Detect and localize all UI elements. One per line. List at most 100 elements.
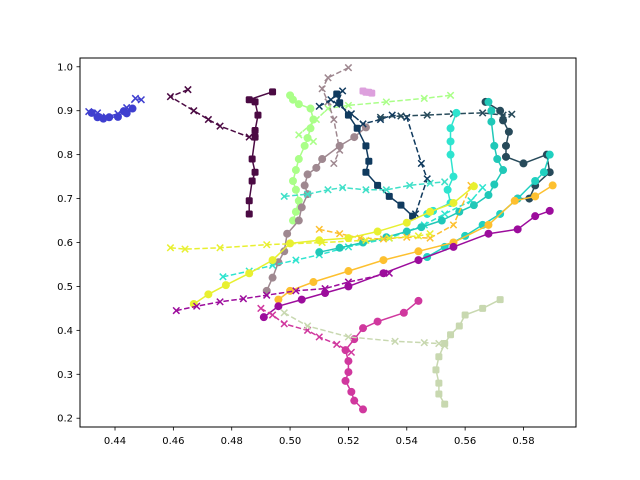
x-tick-label-4: 0.52 — [337, 436, 359, 447]
series-10-point-5 — [359, 120, 367, 128]
series-11-point-8 — [545, 168, 554, 177]
series-26-point-1 — [479, 304, 487, 312]
series-24 — [341, 296, 423, 414]
series-13-point-8 — [452, 108, 461, 117]
series-6-point-4 — [312, 163, 321, 172]
series-23-point-1 — [192, 302, 201, 310]
series-4-point-7 — [300, 141, 309, 150]
series-4-point-8 — [294, 155, 303, 164]
series-26-point-6 — [435, 353, 443, 361]
series-18-point-7 — [484, 220, 493, 229]
series-9-point-9 — [397, 201, 405, 209]
series-25-point-1 — [268, 311, 277, 319]
series-8 — [359, 87, 376, 97]
series-18-point-1 — [286, 286, 295, 295]
series-21-point-6 — [385, 234, 394, 242]
series-26-point-10 — [441, 400, 449, 408]
series-21-point-3 — [262, 240, 271, 249]
series-15-point-13 — [490, 141, 499, 150]
series-5-line — [298, 94, 451, 143]
series-18-point-8 — [510, 196, 519, 205]
series-21-point-0 — [166, 244, 175, 252]
series-1-point-1 — [93, 109, 102, 117]
series-22-point-6 — [414, 256, 423, 265]
plot-area — [85, 63, 557, 414]
series-6-point-6 — [300, 181, 309, 190]
series-14-point-0 — [219, 273, 227, 281]
series-3-point-0 — [184, 85, 192, 94]
series-27-point-0 — [280, 309, 288, 317]
series-16-point-8 — [440, 178, 449, 186]
series-1-point-0 — [85, 107, 93, 116]
series-3-point-5 — [245, 133, 253, 141]
series-27-point-5 — [435, 339, 443, 348]
series-6-point-8 — [297, 203, 306, 212]
series-21 — [166, 229, 434, 253]
series-6-point-3 — [318, 155, 327, 164]
series-11-point-4 — [501, 141, 510, 150]
series-12-point-5 — [499, 111, 507, 119]
series-20-point-10 — [426, 207, 435, 216]
series-20-point-2 — [221, 281, 230, 290]
series-23-point-6 — [321, 284, 329, 293]
series-22-point-8 — [484, 229, 493, 238]
series-18-point-9 — [531, 192, 540, 201]
series-11-point-1 — [496, 106, 505, 115]
series-0-point-7 — [128, 104, 137, 113]
series-3-point-6 — [251, 129, 259, 138]
series-22-point-4 — [344, 282, 353, 291]
series-24-point-0 — [414, 296, 423, 305]
series-12-point-2 — [423, 111, 431, 119]
series-13-point-4 — [449, 172, 458, 181]
series-22-point-2 — [297, 295, 306, 304]
series-1-point-3 — [114, 110, 122, 118]
series-21-point-7 — [414, 232, 423, 240]
series-14-point-8 — [440, 210, 449, 218]
series-4-point-14 — [288, 216, 297, 225]
series-4-point-6 — [303, 133, 312, 142]
series-18-point-0 — [274, 295, 283, 304]
series-23 — [172, 269, 394, 315]
series-10-point-11 — [411, 210, 420, 218]
series-10 — [315, 87, 431, 218]
series-15-point-16 — [484, 97, 493, 106]
series-5-point-1 — [420, 94, 429, 103]
series-26-point-4 — [447, 331, 455, 339]
series-18-point-2 — [309, 278, 318, 287]
series-12-point-4 — [478, 109, 487, 117]
series-23-point-7 — [344, 278, 353, 286]
series-2-point-7 — [251, 168, 259, 176]
series-23-point-8 — [385, 269, 394, 277]
series-9-point-7 — [374, 181, 382, 189]
series-5-point-7 — [309, 137, 318, 146]
series-12-point-6 — [508, 110, 516, 118]
series-9-point-8 — [385, 192, 393, 200]
series-16-point-0 — [280, 192, 288, 201]
series-2-point-10 — [245, 210, 253, 218]
series-4-point-5 — [306, 124, 315, 133]
series-22-point-10 — [531, 212, 540, 221]
series-2-point-9 — [245, 197, 253, 205]
series-22-point-3 — [321, 289, 330, 298]
y-tick-label-8: 1.0 — [57, 62, 73, 73]
series-22-point-0 — [259, 313, 268, 322]
series-5 — [295, 91, 455, 146]
series-22-point-9 — [513, 225, 522, 234]
series-22 — [259, 206, 554, 322]
series-18-point-4 — [379, 256, 388, 265]
series-15-point-14 — [487, 117, 496, 126]
series-7-point-5 — [335, 146, 344, 154]
series-15-point-15 — [487, 106, 496, 115]
series-20-point-4 — [268, 256, 277, 265]
series-25-point-2 — [280, 320, 288, 328]
series-27-point-3 — [391, 337, 399, 346]
series-20-point-11 — [449, 198, 458, 207]
y-tick-label-2: 0.4 — [57, 326, 73, 337]
series-9-point-3 — [353, 124, 361, 132]
series-4-point-13 — [291, 207, 300, 216]
x-tick-label-3: 0.50 — [279, 436, 301, 447]
series-5-point-2 — [382, 98, 391, 106]
series-13-point-7 — [446, 124, 455, 133]
series-21-point-1 — [181, 245, 189, 253]
